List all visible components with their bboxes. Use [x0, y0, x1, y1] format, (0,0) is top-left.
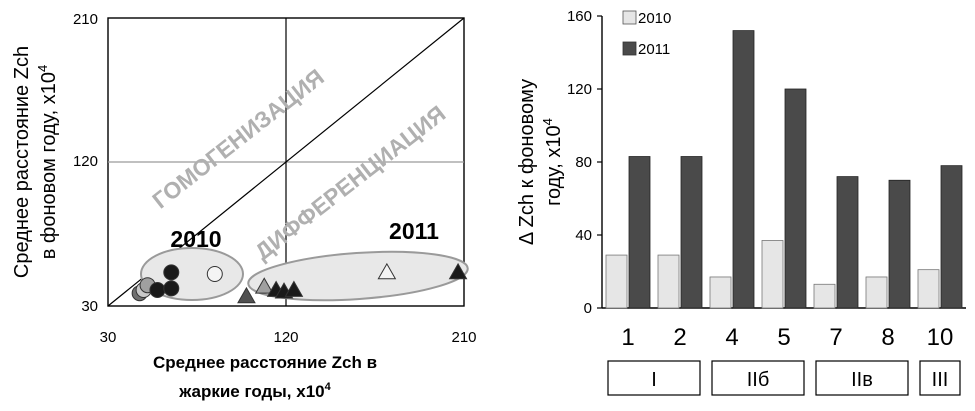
bar-2011-7 [836, 176, 859, 309]
bar-legend: 2010 2011 [622, 10, 671, 58]
bar-2010-10 [917, 269, 940, 309]
x-axis-title-line2: жаркие годы, x104 [178, 381, 331, 401]
bar-2011-5 [784, 88, 807, 309]
group-label: IIв [851, 369, 873, 391]
scatter-point-2010 [206, 266, 223, 282]
bar-category-label: 7 [829, 324, 842, 351]
cluster-label-2011: 2011 [389, 218, 439, 244]
scatter-point-2011 [254, 277, 274, 294]
scatter-point-2010 [149, 282, 166, 298]
group-box [607, 360, 701, 396]
legend-label-2011: 2011 [638, 41, 670, 58]
group-box [815, 360, 909, 396]
group-label: III [932, 369, 949, 391]
scatter-point-2010 [163, 264, 180, 281]
bar-category-labels: 1 2 4 5 7 8 10 [621, 324, 953, 351]
y-tick-label: 120 [73, 153, 98, 170]
bar-y-axis-title-line1: Δ Zch к фоновому [516, 79, 538, 245]
bar-category-label: 2 [673, 324, 686, 351]
legend-swatch-2011 [622, 41, 637, 56]
y-axis-title-line1: Среднее расстояние Zch [11, 46, 33, 278]
y-axis-title-line2: в фоновом году, x104 [35, 65, 60, 260]
scatter-point-2011 [284, 280, 304, 297]
scatter-point-2011 [377, 262, 397, 280]
group-box [919, 360, 961, 396]
zone-label-homogenization: ГОМОГЕНИЗАЦИЯ [147, 64, 329, 214]
bar-2010-4 [709, 276, 732, 309]
bar-series [605, 30, 963, 309]
group-label: IIб [747, 369, 770, 391]
bar-2010-7 [813, 283, 836, 309]
y-axis-title: Среднее расстояние Zch в фоновом году, x… [11, 46, 60, 278]
bar-y-tick-label: 120 [567, 81, 592, 98]
bar-y-ticks: 0 40 80 120 160 [567, 8, 602, 317]
scatter-point-2011 [237, 286, 256, 304]
bar-2010-2 [657, 254, 680, 309]
bar-2011-4 [732, 30, 755, 309]
bar-y-tick-label: 0 [584, 300, 592, 317]
x-tick-label: 30 [100, 329, 117, 346]
scatter-point-2010 [163, 280, 180, 297]
legend-label-2010: 2010 [638, 10, 671, 27]
bar-group-boxes: I IIб IIв III [607, 360, 961, 396]
scatter-points [131, 262, 468, 304]
x-tick-label: 210 [451, 329, 476, 346]
bar-2011-10 [940, 165, 963, 309]
bar-2011-1 [628, 156, 651, 309]
bar-y-tick-label: 80 [575, 154, 592, 171]
bar-2010-8 [865, 276, 888, 309]
bar-category-label: 1 [621, 324, 634, 351]
legend-swatch-2010 [622, 10, 637, 25]
group-box [711, 360, 805, 396]
bar-category-label: 4 [725, 324, 738, 351]
bar-category-label: 8 [881, 324, 894, 351]
scatter-point-2011 [448, 262, 468, 280]
y-tick-label: 210 [73, 11, 98, 28]
bar-2010-5 [761, 240, 784, 309]
x-axis-title-line1: Среднее расстояние Zch в [153, 353, 377, 372]
bar-2011-8 [888, 179, 911, 309]
cluster-ellipse-2011 [247, 250, 469, 302]
bar-y-axis-title: Δ Zch к фоновому году, x104 [516, 79, 565, 245]
y-tick-label: 30 [81, 298, 98, 315]
bar-2011-2 [680, 156, 703, 309]
bar-y-axis-title-line2: году, x104 [540, 118, 565, 206]
x-tick-label: 120 [273, 329, 298, 346]
bar-category-label: 10 [927, 324, 954, 351]
bar-category-label: 5 [777, 324, 790, 351]
group-label: I [651, 369, 657, 391]
bar-y-tick-label: 160 [567, 8, 592, 25]
cluster-label-2010: 2010 [170, 226, 221, 252]
scatter-chart: ГОМОГЕНИЗАЦИЯ ДИФФЕРЕНЦИАЦИЯ 2010 2011 2… [11, 11, 477, 401]
bar-y-tick-label: 40 [575, 227, 592, 244]
bar-2010-1 [605, 254, 628, 309]
bar-chart: 0 40 80 120 160 1 2 4 5 7 8 10 I IIб IIв III 2010 201… [516, 8, 966, 396]
